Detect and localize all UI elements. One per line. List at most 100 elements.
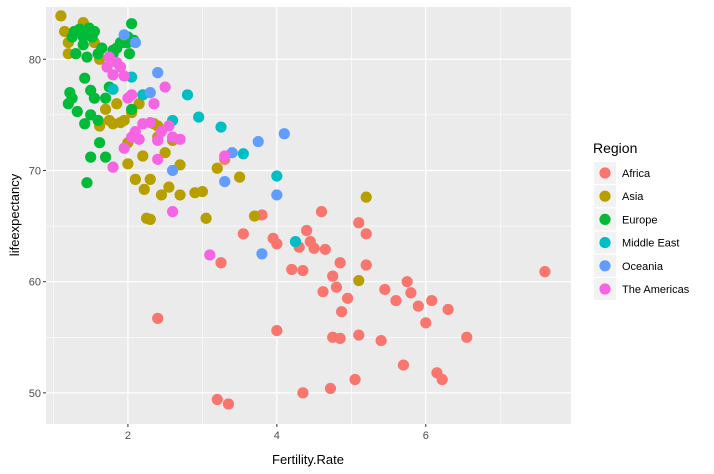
data-point <box>248 210 261 222</box>
data-point <box>126 18 138 30</box>
data-point <box>123 48 136 60</box>
data-point <box>336 306 348 318</box>
data-point <box>99 92 112 104</box>
data-point <box>412 300 424 312</box>
data-point <box>118 29 130 41</box>
data-point <box>144 117 156 129</box>
data-point <box>426 294 438 307</box>
data-point <box>315 206 328 218</box>
data-point <box>353 329 365 341</box>
data-point <box>196 185 208 198</box>
data-point <box>107 83 119 95</box>
data-point <box>159 147 171 159</box>
data-point <box>79 72 91 84</box>
data-point <box>107 69 119 81</box>
data-point <box>88 92 101 104</box>
data-point <box>70 48 82 60</box>
legend-label: Oceania <box>622 261 664 273</box>
data-point <box>301 224 313 237</box>
data-point <box>114 61 127 73</box>
data-point <box>81 177 93 189</box>
data-point <box>341 292 354 304</box>
data-point <box>327 270 339 282</box>
data-point <box>118 114 130 127</box>
y-axis-title: lifeexpectancy <box>7 173 22 256</box>
data-point <box>405 287 417 299</box>
data-point <box>297 264 309 277</box>
data-point <box>163 120 175 132</box>
data-point <box>442 303 454 316</box>
data-point <box>360 259 372 271</box>
legend-key-marker <box>599 190 611 202</box>
data-point <box>390 294 402 307</box>
data-point <box>219 175 231 188</box>
data-point <box>222 398 235 410</box>
data-point <box>144 173 156 185</box>
data-point <box>152 67 164 79</box>
data-point <box>152 134 164 147</box>
data-point <box>122 158 134 170</box>
data-point <box>107 161 119 173</box>
data-point <box>297 387 309 399</box>
data-point <box>237 148 249 160</box>
data-point <box>319 243 331 256</box>
data-point <box>219 150 231 162</box>
legend-key-marker <box>599 167 611 179</box>
data-point <box>92 114 104 127</box>
data-point <box>330 281 343 293</box>
data-point <box>55 10 67 22</box>
data-point <box>66 92 78 104</box>
legend: Region Africa Asia Europe Middle East Oceani… <box>593 140 690 300</box>
data-point <box>271 170 283 182</box>
data-point <box>278 128 290 140</box>
data-point <box>360 228 372 240</box>
data-point <box>88 25 101 38</box>
legend-key-marker <box>599 283 611 295</box>
data-point <box>271 324 283 337</box>
x-tick-label: 2 <box>125 430 131 442</box>
data-point <box>420 317 432 329</box>
y-tick-label: 50 <box>29 388 41 400</box>
data-point <box>308 242 320 254</box>
data-point <box>99 151 112 163</box>
data-point <box>200 212 212 224</box>
data-point <box>271 238 283 250</box>
data-point <box>159 81 171 93</box>
legend-label: Europe <box>622 214 657 226</box>
data-point <box>379 283 391 296</box>
data-point <box>111 98 123 110</box>
data-point <box>163 181 175 193</box>
data-point <box>215 121 227 133</box>
data-point <box>94 137 106 149</box>
data-point <box>144 87 156 99</box>
data-point <box>324 382 337 395</box>
data-point <box>252 135 264 148</box>
data-point <box>137 150 149 162</box>
data-point <box>129 173 141 185</box>
legend-label: Middle East <box>622 238 679 250</box>
legend-label: Asia <box>622 191 644 203</box>
data-point <box>401 276 413 288</box>
data-point <box>155 189 168 201</box>
data-point <box>101 61 113 73</box>
legend-key-marker <box>599 260 611 272</box>
axes: 2 4 6 50 60 70 80 <box>29 54 429 442</box>
data-point <box>133 133 145 145</box>
data-point <box>118 142 130 154</box>
data-point <box>215 257 227 269</box>
data-point <box>349 373 361 386</box>
y-tick-label: 60 <box>29 277 41 289</box>
data-point <box>79 118 91 130</box>
data-point <box>174 133 186 145</box>
data-point <box>539 266 551 278</box>
data-point <box>77 39 89 51</box>
data-point <box>436 373 448 386</box>
data-point <box>317 286 329 298</box>
data-point <box>397 359 410 371</box>
data-point <box>126 89 138 101</box>
data-point <box>166 206 179 218</box>
data-point <box>334 332 346 344</box>
data-points <box>55 10 551 410</box>
data-point <box>211 393 223 406</box>
data-point <box>271 189 283 201</box>
